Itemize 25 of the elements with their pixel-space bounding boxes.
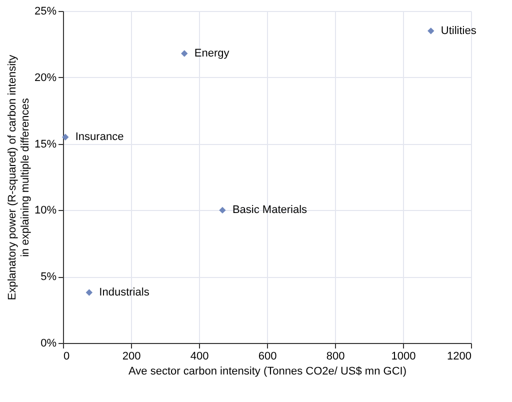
point (181, 50, 188, 57)
x-tick-label: 600 (258, 350, 277, 362)
point (86, 289, 93, 296)
y-axis-title: Explanatory power (R-squared) of carbon intensity in explaining multiple differences (6, 54, 32, 300)
x-tick-label: 400 (190, 350, 209, 362)
x-tick-label: 200 (122, 350, 141, 362)
point (428, 28, 434, 34)
x-axis-title: Ave sector carbon intensity (Tonnes CO2e/ US$ mn GCI) (128, 366, 406, 378)
x-tick-label: 1000 (391, 350, 416, 362)
y-tick-label: 10% (34, 204, 57, 217)
y-tick-label: 0% (40, 338, 57, 350)
y-tick-label: 15% (34, 138, 57, 150)
series-label: Utilities (440, 24, 477, 37)
x-tick-label: 800 (326, 350, 345, 362)
series-label: Energy (194, 47, 230, 60)
point (219, 206, 226, 214)
x-tick-label: 1200 (447, 350, 472, 362)
series-label: Industrials (99, 286, 150, 299)
y-tick-label: 20% (34, 72, 57, 84)
x-tick-label: 0 (64, 350, 70, 362)
point (62, 134, 69, 141)
y-tick-label: 5% (40, 271, 57, 284)
y-tick-label: 25% (34, 6, 57, 18)
series-label: Basic Materials (232, 204, 308, 216)
series-label: Insurance (75, 131, 124, 144)
